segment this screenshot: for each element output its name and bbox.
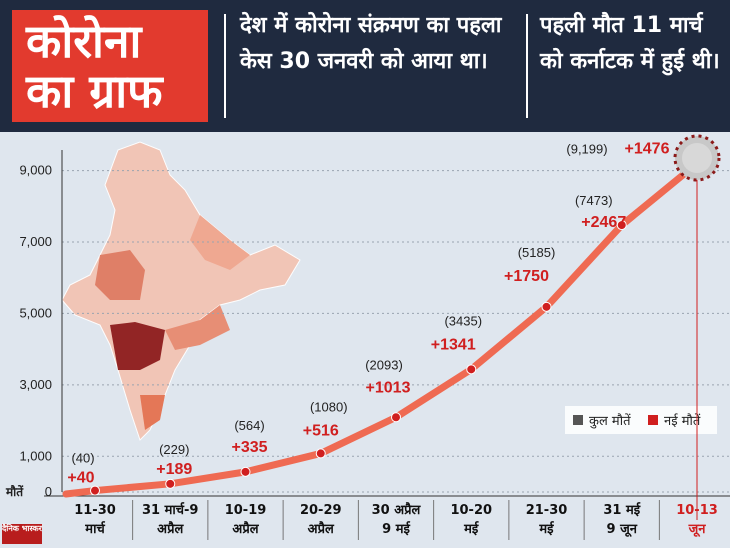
x-tick-label: 11-30 (74, 503, 116, 518)
india-map-illustration (61, 141, 301, 441)
legend-label-new: नई मौतें (664, 413, 701, 429)
y-tick-label: 5,000 (19, 305, 52, 320)
new-deaths-label: +1476 (625, 140, 670, 157)
y-tick-label: 7,000 (19, 234, 52, 249)
header-divider-1 (224, 14, 226, 118)
note-first-death: पहली मौत 11 मार्च को कर्नाटक में हुई थी। (540, 13, 720, 74)
new-deaths-label: +2467 (581, 214, 626, 231)
y-grid (44, 150, 730, 497)
x-tick-labels: 11-30 मार्च 31 मार्च-9 अप्रैल 10-19 अप्रैल 20-… (74, 500, 718, 540)
total-deaths-label: (3435) (444, 313, 482, 328)
x-tick-label: 21-30 (526, 503, 568, 518)
note-first-case: देश में कोरोना संक्रमण का पहला केस 30 जन… (240, 13, 502, 74)
data-point (466, 364, 477, 375)
header-band: कोरोना का ग्राफ देश में कोरोना संक्रमण क… (0, 0, 730, 132)
new-deaths-label: +1013 (366, 379, 411, 396)
legend-box (565, 406, 717, 434)
total-deaths-label: (5185) (518, 245, 556, 260)
y-tick-label: 9,000 (19, 163, 52, 178)
data-point (90, 485, 100, 496)
new-deaths-label: +1750 (504, 268, 549, 285)
y-tick-label: 1,000 (19, 448, 52, 463)
title-line-1: कोरोना (26, 14, 142, 68)
total-deaths-label: (1080) (310, 399, 348, 414)
y-axis-label: मौतें (5, 485, 24, 499)
x-tick-label: 30 अप्रैल (372, 502, 422, 518)
total-deaths-label: (229) (159, 442, 189, 457)
x-tick-label: 31 मार्च-9 (142, 502, 198, 518)
title-line-2: का ग्राफ (26, 64, 163, 118)
legend: कुल मौतें नई मौतें (565, 406, 717, 434)
total-deaths-label: (7473) (575, 193, 613, 208)
x-tick-label: अप्रैल (157, 521, 184, 537)
cumulative-deaths-line (62, 159, 701, 498)
data-labels: (40) +40 (229) +189 (564) +335 (1080) +516 (2093… (67, 140, 669, 486)
title-box: कोरोना का ग्राफ (12, 10, 208, 122)
x-tick-label: अप्रैल (308, 521, 335, 537)
x-tick-label: जून (688, 522, 707, 537)
y-tick-label: 0 (45, 484, 52, 499)
virus-icon (673, 134, 721, 182)
x-tick-label: मार्च (84, 521, 105, 537)
new-deaths-label: +40 (67, 470, 94, 487)
x-tick-label: मई (463, 521, 479, 537)
x-tick-label: 10-19 (225, 503, 267, 518)
new-deaths-label: +335 (231, 439, 267, 456)
data-point (541, 301, 552, 312)
legend-swatch-new (648, 415, 658, 425)
data-point (240, 466, 251, 477)
y-tick-labels: 0 1,000 3,000 5,000 7,000 9,000 (19, 163, 52, 499)
legend-swatch-total (573, 415, 583, 425)
total-deaths-label: (2093) (365, 357, 403, 372)
new-deaths-label: +1341 (431, 336, 476, 353)
total-deaths-label: (40) (71, 451, 94, 466)
x-tick-label: अप्रैल (232, 521, 259, 537)
data-point (616, 220, 627, 231)
new-deaths-label: +516 (303, 422, 339, 439)
data-point (165, 478, 176, 489)
data-point (315, 448, 326, 459)
data-point (391, 412, 401, 423)
x-tick-label: मई (538, 521, 554, 537)
y-tick-label: 3,000 (19, 377, 52, 392)
x-tick-label: 9 जून (607, 522, 638, 537)
legend-label-total: कुल मौतें (589, 413, 631, 429)
total-deaths-label: (9,199) (566, 141, 607, 156)
x-tick-label: 31 मई (603, 502, 641, 518)
header-divider-2 (526, 14, 528, 118)
new-deaths-label: +189 (156, 461, 192, 478)
brand-logo: दैनिक भास्कर (2, 524, 42, 544)
total-deaths-label: (564) (234, 418, 264, 433)
x-tick-label: 9 मई (382, 521, 411, 537)
x-tick-label: 10-20 (450, 503, 492, 518)
x-tick-label: 20-29 (300, 503, 342, 518)
